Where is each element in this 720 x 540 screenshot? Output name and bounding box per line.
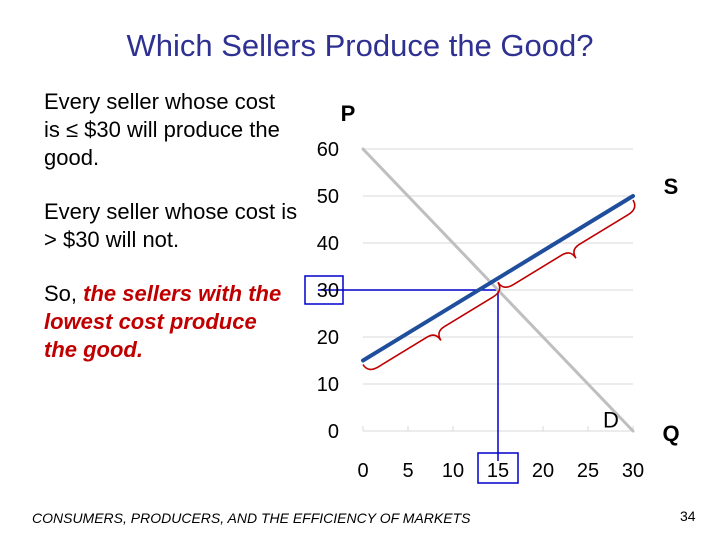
curve-label-d: D	[603, 408, 619, 433]
axis-labels: P Q S D	[341, 101, 680, 446]
tick-label-x-5: 5	[402, 460, 413, 482]
paragraph-conclusion: So, the sellers with the lowest cost pro…	[44, 280, 294, 364]
tick-label-x-25: 25	[577, 460, 599, 482]
series-line-d	[361, 147, 635, 433]
paragraph-cost-at-most: Every seller whose cost is ≤ $30 will pr…	[44, 89, 280, 170]
tick-label-y-60: 60	[317, 139, 339, 161]
tick-labels: 0 10 20 30 40 50 60 0 5 10 15 20 25 30	[317, 139, 644, 482]
conclusion-emphasis: the sellers with the lowest cost produce…	[44, 281, 282, 362]
page-number: 34	[680, 508, 696, 524]
highlight-box-x	[477, 452, 519, 484]
tick-label-x-30: 30	[622, 460, 644, 482]
tick-label-x-10: 10	[442, 460, 464, 482]
chart-series	[361, 147, 635, 433]
tick-label-y-40: 40	[317, 233, 339, 255]
axis-label-p: P	[341, 101, 356, 126]
equilibrium-guides	[318, 289, 499, 461]
slide-title: Which Sellers Produce the Good?	[126, 28, 594, 63]
axis-label-q: Q	[662, 421, 679, 446]
tick-label-x-20: 20	[532, 460, 554, 482]
tick-label-x-0: 0	[357, 460, 368, 482]
paragraph-cost-above: Every seller whose cost is > $30 will no…	[44, 199, 298, 252]
series-line-s	[361, 194, 635, 363]
tick-label-y-10: 10	[317, 374, 339, 396]
curve-label-s: S	[664, 174, 679, 199]
highlight-boxes	[304, 275, 519, 484]
highlight-box-y	[304, 275, 344, 305]
tick-label-y-0: 0	[328, 421, 339, 443]
conclusion-prefix: So,	[44, 281, 84, 306]
brace-low-cost-sellers	[362, 281, 501, 371]
tick-label-y-30: 30	[317, 280, 339, 302]
tick-label-y-50: 50	[317, 186, 339, 208]
brace-high-cost-sellers	[497, 199, 636, 288]
tick-label-x-15: 15	[487, 460, 509, 482]
footer-text: CONSUMERS, PRODUCERS, AND THE EFFICIENCY…	[32, 510, 471, 526]
tick-label-y-20: 20	[317, 327, 339, 349]
surplus-braces	[362, 199, 636, 371]
